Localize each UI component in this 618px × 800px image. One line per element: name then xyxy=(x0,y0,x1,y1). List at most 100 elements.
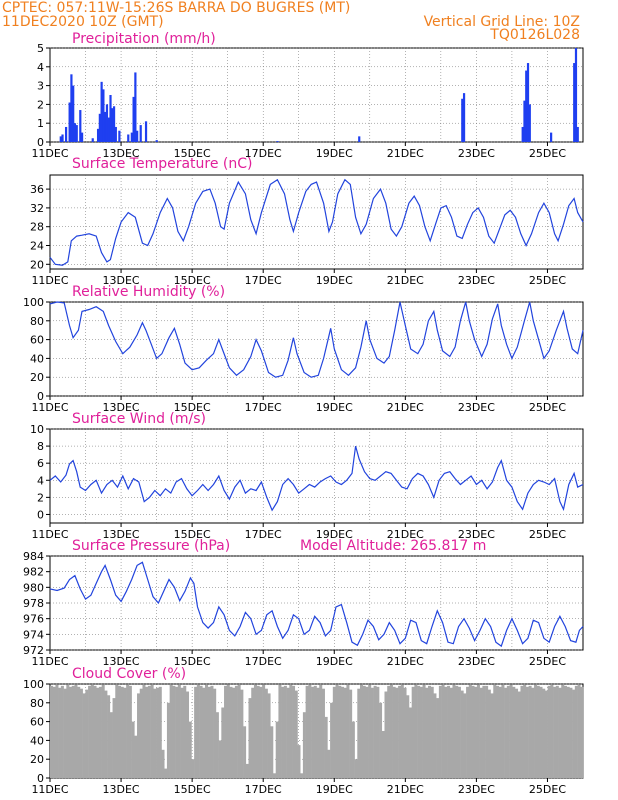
cloud-bar xyxy=(172,685,176,778)
temperature-ytick-label: 28 xyxy=(30,221,44,234)
humidity-xtick-label: 11DEC xyxy=(31,401,68,414)
cloud-bar xyxy=(349,689,353,778)
cloud-bar xyxy=(525,686,529,778)
cloud-bar xyxy=(354,759,358,778)
cloud-bar xyxy=(194,686,198,778)
wind-xtick-label: 19DEC xyxy=(316,528,353,541)
cloud-bar xyxy=(455,685,459,778)
cloud-bar xyxy=(142,684,146,778)
cloud-panel: 0 20 40 60 80 100 11DEC 13DEC 15DEC 17DEC 19DEC 21D… xyxy=(23,666,584,796)
cloud-bar xyxy=(466,686,470,778)
cloud-bar xyxy=(58,687,62,778)
cloud-bar xyxy=(574,685,578,778)
cloud-bar xyxy=(457,686,461,778)
cloud-bar xyxy=(221,707,225,778)
cloud-bar xyxy=(351,721,355,778)
header-station: CPTEC: 057:11W-15:26S BARRA DO BUGRES (M… xyxy=(2,0,351,16)
cloud-bar xyxy=(137,693,141,778)
cloud-bar xyxy=(109,712,113,778)
precip-bar xyxy=(136,130,139,142)
cloud-bar xyxy=(218,740,222,778)
cloud-bar xyxy=(501,684,505,778)
cloud-bar xyxy=(300,773,304,778)
cloud-bar xyxy=(346,684,350,778)
cloud-bar xyxy=(476,684,480,778)
cloud-bar xyxy=(188,721,192,778)
cloud-bar xyxy=(294,690,298,778)
cloud-bar xyxy=(520,685,524,778)
cloud-bar xyxy=(264,688,268,778)
cloud-bar xyxy=(566,686,570,778)
pressure-xtick-label: 13DEC xyxy=(103,655,140,668)
precip-bar xyxy=(80,132,84,142)
humidity-ytick-label: 20 xyxy=(30,371,44,384)
cloud-bar xyxy=(569,687,573,778)
pressure-xtick-label: 25DEC xyxy=(529,655,566,668)
cloud-bar xyxy=(88,685,92,778)
pressure-ytick-label: 982 xyxy=(23,566,44,579)
humidity-xtick-label: 17DEC xyxy=(245,401,282,414)
cloud-bar xyxy=(134,735,138,778)
wind-title: Surface Wind (m/s) xyxy=(72,411,206,427)
cloud-bar xyxy=(107,695,111,778)
precip-bar xyxy=(574,48,578,142)
cloud-xtick-label: 17DEC xyxy=(245,783,282,796)
cloud-bar xyxy=(430,686,434,778)
cloud-bar xyxy=(417,685,421,778)
cloud-xtick-label: 19DEC xyxy=(316,783,353,796)
cloud-bar xyxy=(447,685,451,778)
cloud-bar xyxy=(392,686,396,778)
cloud-bar xyxy=(71,685,75,778)
humidity-xtick-label: 21DEC xyxy=(387,401,424,414)
temperature-xtick-label: 23DEC xyxy=(458,274,495,287)
cloud-bar xyxy=(444,686,448,778)
cloud-bar xyxy=(161,749,165,778)
wind-panel: 0 2 4 6 8 10 11DEC 13DEC 15DEC 17DEC 19DEC 21DEC 23D… xyxy=(30,411,584,541)
cloud-bar xyxy=(205,684,209,778)
precip-bar xyxy=(73,123,77,142)
precip-bar xyxy=(462,93,466,142)
cloud-bar xyxy=(362,685,366,778)
cloud-bar xyxy=(493,684,497,778)
cloud-bar xyxy=(259,686,263,778)
cloud-bar xyxy=(485,685,489,778)
cloud-bar xyxy=(365,686,369,778)
pressure-line xyxy=(49,561,584,648)
cloud-bar xyxy=(251,687,255,778)
wind-ytick-label: 2 xyxy=(37,491,44,504)
precip-bar xyxy=(59,136,62,142)
cloud-bar xyxy=(482,685,486,778)
cloud-xtick-label: 21DEC xyxy=(387,783,424,796)
precip-bar xyxy=(105,104,109,142)
precip-bar xyxy=(521,126,524,142)
temperature-xtick-label: 17DEC xyxy=(245,274,282,287)
humidity-xtick-label: 19DEC xyxy=(316,401,353,414)
cloud-ytick-label: 20 xyxy=(30,753,44,766)
cloud-bar xyxy=(128,685,132,778)
wind-ytick-label: 0 xyxy=(37,508,44,521)
cloud-bar xyxy=(278,684,282,778)
wind-xtick-label: 13DEC xyxy=(103,528,140,541)
precip-bar xyxy=(79,110,82,142)
wind-xtick-label: 17DEC xyxy=(245,528,282,541)
precip-xtick-label: 25DEC xyxy=(529,147,566,160)
cloud-bar xyxy=(243,726,247,778)
cloud-bar xyxy=(281,686,285,778)
precip-bar xyxy=(139,125,142,142)
precip-bar xyxy=(64,126,68,142)
pressure-panel: 972 974 976 978 980 982 984 11DEC 13DEC 15DEC 17DE… xyxy=(23,538,584,668)
cloud-bar xyxy=(175,686,179,778)
cloud-bar xyxy=(308,684,312,778)
humidity-ytick-label: 60 xyxy=(30,334,44,347)
precip-bar xyxy=(91,138,94,142)
humidity-frame xyxy=(49,301,584,397)
cloud-bar xyxy=(425,687,429,778)
precip-bar xyxy=(526,63,530,142)
humidity-xtick-label: 25DEC xyxy=(529,401,566,414)
cloud-bar xyxy=(166,702,170,778)
precip-bar xyxy=(111,108,114,142)
precip-bar xyxy=(100,81,103,142)
pressure-title: Surface Pressure (hPa) xyxy=(72,538,230,554)
cloud-bar xyxy=(240,689,244,778)
cloud-bar xyxy=(115,684,119,778)
